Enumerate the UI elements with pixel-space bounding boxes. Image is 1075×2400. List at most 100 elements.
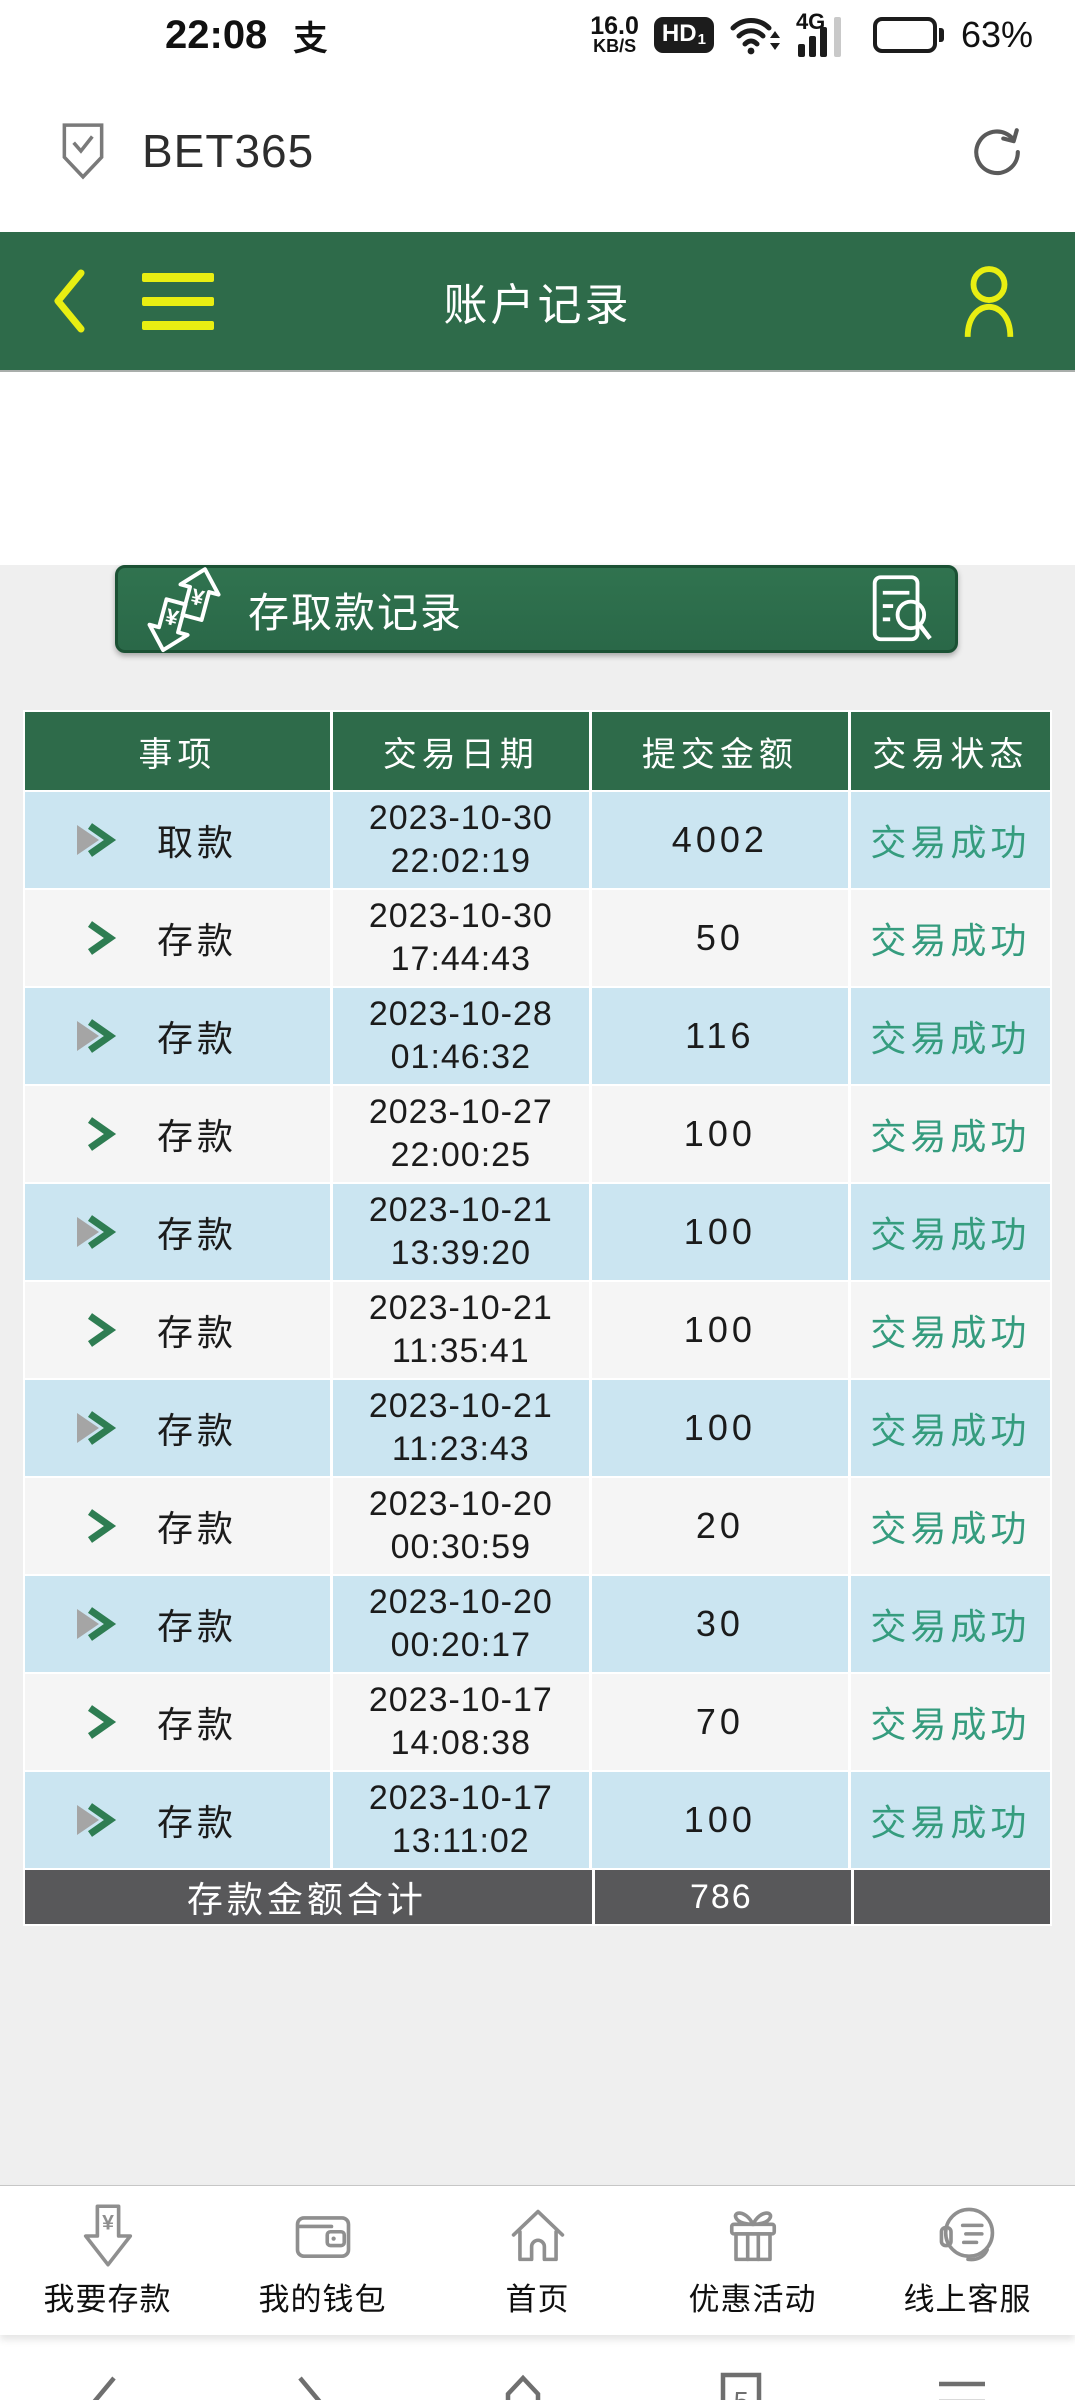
row-type-cell: 存款 [25, 890, 330, 986]
row-arrow-icon [87, 921, 117, 955]
col-header-status: 交易状态 [850, 712, 1050, 790]
row-amount-cell: 70 [591, 1674, 848, 1770]
row-arrow-icon [87, 1705, 117, 1739]
row-arrow-icon [77, 1411, 117, 1445]
network-speed: 16.0 KB/S [590, 11, 639, 57]
wallet-icon [295, 2216, 350, 2258]
browser-address-bar: BET365 [0, 70, 1075, 232]
row-arrow-icon [77, 1215, 117, 1249]
customer-service-icon [939, 2207, 994, 2262]
page-content: ¥ ¥ 存取款记录 事项 交易日期 提交金额 交易状态 [0, 565, 1075, 2185]
browser-tabs-icon[interactable]: 5 [719, 2371, 763, 2400]
row-amount-cell: 100 [591, 1086, 848, 1182]
banner-title: 存取款记录 [248, 590, 463, 636]
browser-back-icon[interactable] [88, 2374, 120, 2400]
deposit-withdraw-icon: ¥ ¥ [147, 567, 221, 653]
page-title: 账户记录 [443, 281, 632, 330]
row-amount-cell: 100 [591, 1184, 848, 1280]
clock: 22:08 [165, 12, 268, 57]
row-arrow-icon [87, 1509, 117, 1543]
row-amount-cell: 100 [591, 1772, 848, 1868]
wifi-icon [730, 18, 780, 55]
table-row[interactable]: 存款 2023-10-20 00:20:17 30 交易成功 [25, 1576, 1050, 1672]
deposit-arrow-icon: ¥ [83, 2204, 132, 2267]
row-status-cell: 交易成功 [850, 792, 1050, 888]
row-amount-cell: 100 [591, 1380, 848, 1476]
battery-percent: 63% [960, 14, 1033, 55]
row-status-cell: 交易成功 [850, 1478, 1050, 1574]
transactions-table: 事项 交易日期 提交金额 交易状态 取款 2023-10-30 22:02:19… [23, 710, 1052, 1926]
row-amount-cell: 100 [591, 1282, 848, 1378]
row-status-cell: 交易成功 [850, 1086, 1050, 1182]
browser-home-icon[interactable] [500, 2374, 546, 2400]
row-amount-cell: 4002 [591, 792, 848, 888]
nav-item-wallet[interactable]: 我的钱包 [215, 2202, 430, 2319]
row-status-cell: 交易成功 [850, 988, 1050, 1084]
row-date-cell: 2023-10-20 00:30:59 [332, 1478, 589, 1574]
browser-forward-icon[interactable] [294, 2374, 326, 2400]
nav-item-promotions[interactable]: 优惠活动 [645, 2202, 860, 2319]
site-security-shield-icon[interactable] [58, 122, 108, 180]
account-person-icon[interactable] [958, 263, 1020, 339]
col-header-date: 交易日期 [332, 712, 589, 790]
row-arrow-icon [77, 1803, 117, 1837]
table-row[interactable]: 存款 2023-10-30 17:44:43 50 交易成功 [25, 890, 1050, 986]
row-amount-cell: 50 [591, 890, 848, 986]
row-arrow-icon [77, 1607, 117, 1641]
row-date-cell: 2023-10-27 22:00:25 [332, 1086, 589, 1182]
row-type-cell: 取款 [25, 792, 330, 888]
back-chevron-icon[interactable] [52, 269, 86, 333]
row-date-cell: 2023-10-17 14:08:38 [332, 1674, 589, 1770]
total-label: 存款金额合计 [25, 1870, 589, 1924]
refresh-icon[interactable] [969, 124, 1023, 178]
table-row[interactable]: 存款 2023-10-17 14:08:38 70 交易成功 [25, 1674, 1050, 1770]
row-date-cell: 2023-10-30 17:44:43 [332, 890, 589, 986]
nav-item-support[interactable]: 线上客服 [860, 2202, 1075, 2319]
table-row[interactable]: 存款 2023-10-28 01:46:32 116 交易成功 [25, 988, 1050, 1084]
site-bottom-nav: ¥ 我要存款 我的钱包 首页 优惠活动 [0, 2185, 1075, 2335]
row-type-cell: 存款 [25, 988, 330, 1084]
table-row[interactable]: 存款 2023-10-21 11:23:43 100 交易成功 [25, 1380, 1050, 1476]
row-date-cell: 2023-10-20 00:20:17 [332, 1576, 589, 1672]
table-row[interactable]: 存款 2023-10-21 11:35:41 100 交易成功 [25, 1282, 1050, 1378]
battery-icon [872, 17, 944, 53]
row-arrow-icon [77, 1019, 117, 1053]
nav-item-home[interactable]: 首页 [430, 2202, 645, 2319]
row-type-cell: 存款 [25, 1674, 330, 1770]
nav-item-deposit[interactable]: ¥ 我要存款 [0, 2202, 215, 2319]
row-arrow-icon [77, 823, 117, 857]
table-row[interactable]: 存款 2023-10-20 00:30:59 20 交易成功 [25, 1478, 1050, 1574]
row-type-cell: 存款 [25, 1478, 330, 1574]
table-row[interactable]: 存款 2023-10-21 13:39:20 100 交易成功 [25, 1184, 1050, 1280]
records-search-icon[interactable] [871, 573, 933, 645]
row-date-cell: 2023-10-21 13:39:20 [332, 1184, 589, 1280]
home-icon [511, 2209, 564, 2262]
row-arrow-icon [87, 1117, 117, 1151]
url-site-name[interactable]: BET365 [142, 125, 315, 177]
row-type-cell: 存款 [25, 1086, 330, 1182]
row-status-cell: 交易成功 [850, 1282, 1050, 1378]
row-status-cell: 交易成功 [850, 1674, 1050, 1770]
row-date-cell: 2023-10-17 13:11:02 [332, 1772, 589, 1868]
row-amount-cell: 20 [591, 1478, 848, 1574]
row-status-cell: 交易成功 [850, 1576, 1050, 1672]
table-footer-row: 存款金额合计 786 [25, 1870, 1050, 1924]
row-date-cell: 2023-10-21 11:23:43 [332, 1380, 589, 1476]
svg-text:¥: ¥ [102, 2211, 114, 2235]
status-icons: 16.0 KB/S HD 1 4G 63% [590, 9, 1033, 59]
gift-icon [729, 2211, 776, 2262]
table-row[interactable]: 取款 2023-10-30 22:02:19 4002 交易成功 [25, 792, 1050, 888]
section-banner: ¥ ¥ 存取款记录 [115, 565, 958, 653]
row-date-cell: 2023-10-21 11:35:41 [332, 1282, 589, 1378]
row-type-cell: 存款 [25, 1380, 330, 1476]
table-row[interactable]: 存款 2023-10-17 13:11:02 100 交易成功 [25, 1772, 1050, 1868]
table-row[interactable]: 存款 2023-10-27 22:00:25 100 交易成功 [25, 1086, 1050, 1182]
cell-signal-icon: 4G [796, 9, 858, 59]
col-header-amount: 提交金额 [591, 712, 848, 790]
row-status-cell: 交易成功 [850, 1184, 1050, 1280]
tab-count: 5 [734, 2386, 749, 2400]
row-type-cell: 存款 [25, 1184, 330, 1280]
browser-menu-icon[interactable] [937, 2374, 987, 2400]
status-bar: 22:08 支 16.0 KB/S HD 1 4G 63% [0, 0, 1075, 70]
menu-hamburger-icon[interactable] [142, 272, 214, 330]
